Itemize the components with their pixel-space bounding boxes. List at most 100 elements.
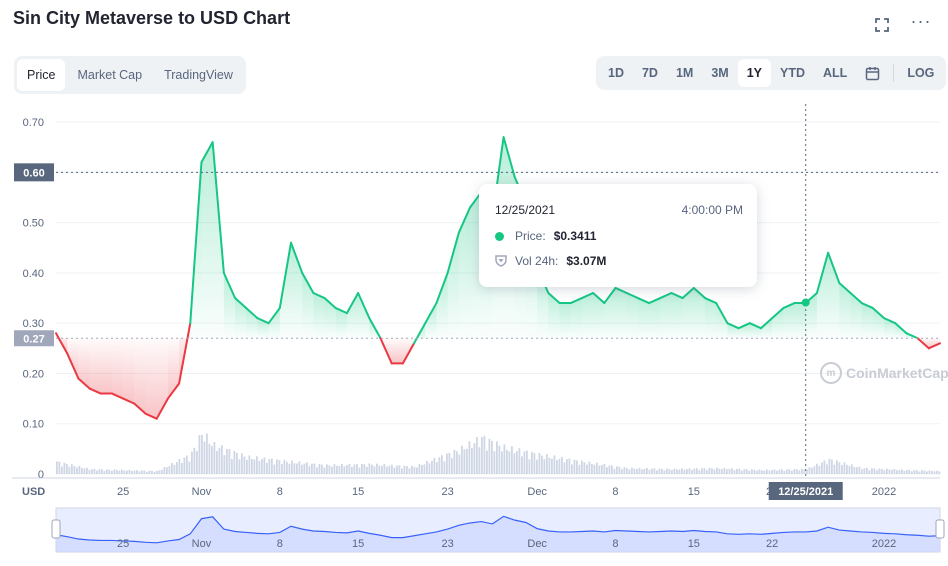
volume-bar bbox=[461, 445, 463, 474]
price-area bbox=[727, 323, 739, 339]
calendar-icon[interactable] bbox=[856, 59, 889, 87]
volume-bar bbox=[263, 457, 266, 474]
price-area bbox=[738, 323, 750, 339]
volume-bar bbox=[881, 469, 883, 474]
volume-bar bbox=[366, 466, 368, 474]
volume-bar bbox=[338, 465, 341, 474]
volume-bars bbox=[56, 433, 941, 474]
volume-bar bbox=[493, 451, 496, 474]
price-line-segment bbox=[457, 206, 472, 234]
volume-bar bbox=[71, 464, 73, 474]
volume-bar bbox=[208, 443, 211, 474]
volume-bar bbox=[411, 465, 413, 474]
volume-bar bbox=[923, 470, 926, 474]
volume-bar bbox=[753, 469, 756, 474]
log-scale-toggle[interactable]: LOG bbox=[907, 66, 935, 80]
volume-bar bbox=[736, 469, 738, 474]
volume-bar bbox=[456, 451, 458, 474]
volume-bar bbox=[288, 463, 291, 474]
price-area bbox=[145, 338, 157, 419]
volume-bar bbox=[683, 469, 686, 474]
more-options-icon[interactable]: ··· bbox=[910, 10, 932, 31]
navigator-handle-left[interactable] bbox=[51, 519, 61, 539]
volume-bar bbox=[273, 464, 276, 474]
navigator-tick-label: 8 bbox=[612, 538, 618, 550]
range-1d[interactable]: 1D bbox=[608, 66, 624, 80]
volume-bar bbox=[408, 468, 411, 474]
x-tick-label: 15 bbox=[352, 486, 364, 498]
price-area bbox=[559, 303, 571, 339]
price-line-segment bbox=[312, 292, 326, 300]
volume-bar bbox=[418, 464, 421, 474]
x-axis: USD25Nov81523Dec815222022 bbox=[12, 477, 940, 498]
volume-bar bbox=[483, 435, 486, 474]
volume-bar bbox=[698, 470, 701, 474]
tab-tradingview[interactable]: TradingView bbox=[164, 68, 233, 82]
volume-bar bbox=[93, 468, 96, 474]
volume-bar bbox=[708, 467, 711, 474]
price-area bbox=[783, 303, 795, 339]
volume-bar bbox=[108, 469, 111, 474]
range-all[interactable]: ALL bbox=[823, 66, 848, 80]
volume-bar bbox=[521, 456, 523, 474]
price-line-segment bbox=[435, 271, 449, 305]
fullscreen-icon[interactable] bbox=[871, 14, 893, 36]
price-line-segment bbox=[122, 397, 136, 405]
volume-bar bbox=[896, 470, 898, 474]
volume-bar bbox=[413, 466, 416, 474]
chart-tooltip: 12/25/2021 4:00:00 PM Price: $0.3411 Vol… bbox=[479, 184, 757, 287]
price-line-segment bbox=[88, 387, 102, 395]
volume-bar bbox=[473, 443, 476, 474]
volume-bar bbox=[758, 469, 761, 474]
volume-bar bbox=[131, 470, 133, 474]
volume-bar bbox=[611, 465, 613, 474]
volume-bar bbox=[546, 454, 548, 474]
price-line-segment bbox=[692, 286, 707, 300]
volume-bar bbox=[396, 465, 398, 474]
volume-bar bbox=[221, 445, 223, 474]
volume-bar bbox=[931, 471, 933, 474]
tab-price[interactable]: Price bbox=[17, 59, 66, 91]
navigator-tick-label: 2022 bbox=[872, 538, 896, 550]
volume-bar bbox=[668, 469, 671, 474]
price-line-segment bbox=[413, 322, 427, 345]
volume-bar bbox=[928, 470, 931, 474]
x-tick-label: Nov bbox=[192, 486, 212, 498]
volume-bar bbox=[203, 441, 206, 474]
volume-bar bbox=[336, 465, 338, 474]
range-7d[interactable]: 7D bbox=[641, 66, 658, 80]
tab-market-cap[interactable]: Market Cap bbox=[77, 68, 143, 82]
volume-bar bbox=[163, 467, 166, 474]
volume-bar bbox=[791, 470, 793, 474]
volume-bar bbox=[746, 469, 748, 474]
range-ytd[interactable]: YTD bbox=[780, 66, 806, 80]
navigator-tick-label: 15 bbox=[688, 538, 700, 550]
price-line-segment bbox=[603, 286, 617, 305]
price-area bbox=[358, 293, 370, 339]
price-line-segment bbox=[759, 317, 774, 330]
navigator-handle-right[interactable] bbox=[935, 519, 945, 539]
volume-bar bbox=[926, 471, 928, 474]
volume-bar bbox=[771, 470, 773, 474]
volume-bar bbox=[386, 466, 388, 474]
price-line-segment bbox=[838, 281, 852, 294]
volume-bar bbox=[211, 446, 213, 474]
price-line-segment bbox=[334, 307, 348, 315]
crosshair-date-box bbox=[768, 482, 843, 500]
tooltip-volume-value: $3.07M bbox=[566, 254, 607, 268]
price-area bbox=[570, 298, 582, 339]
volume-bar bbox=[298, 461, 301, 474]
volume-bar bbox=[96, 470, 98, 474]
x-tick-label: Dec bbox=[527, 486, 547, 498]
volume-bar bbox=[316, 467, 318, 474]
volume-bar bbox=[293, 463, 296, 474]
range-1m[interactable]: 1M bbox=[675, 66, 694, 80]
range-3m[interactable]: 3M bbox=[711, 66, 729, 80]
price-area bbox=[156, 338, 168, 419]
volume-bar bbox=[223, 455, 226, 474]
volume-bar bbox=[711, 468, 713, 474]
volume-bar bbox=[83, 468, 86, 474]
price-line-segment bbox=[278, 241, 292, 310]
navigator-tick-label: 25 bbox=[117, 538, 129, 550]
range-1y[interactable]: 1Y bbox=[737, 59, 772, 87]
